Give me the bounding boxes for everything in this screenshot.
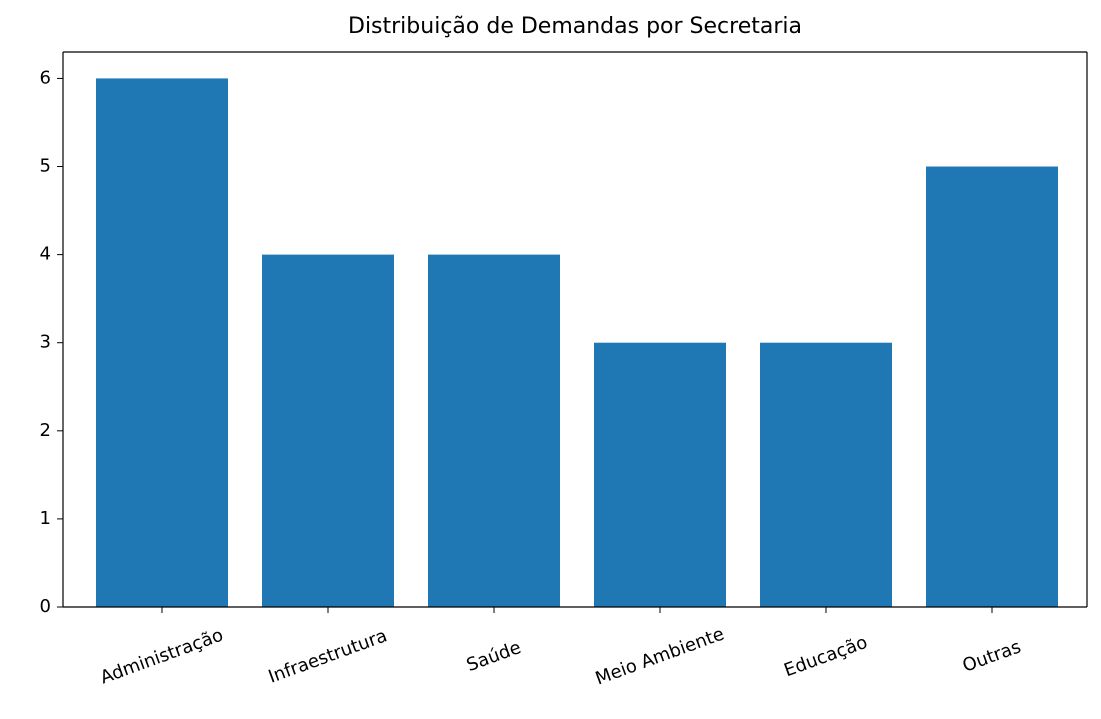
x-tick-label: Outras: [960, 636, 1024, 676]
bar: [428, 254, 560, 607]
y-tick-label: 6: [40, 67, 51, 88]
bar: [594, 342, 726, 607]
y-tick-label: 1: [40, 508, 51, 529]
x-tick-label: Administração: [98, 625, 227, 689]
x-tick-label: Educação: [781, 632, 870, 682]
x-tick-label: Saúde: [464, 637, 524, 676]
bar: [760, 342, 892, 607]
x-tick-label: Infraestrutura: [266, 625, 390, 687]
y-tick-label: 4: [40, 244, 51, 265]
x-tick-label: Meio Ambiente: [593, 624, 727, 690]
chart-title: Distribuição de Demandas por Secretaria: [348, 14, 802, 39]
y-tick-label: 3: [40, 332, 51, 353]
y-tick-label: 0: [40, 596, 51, 617]
y-tick-label: 2: [40, 420, 51, 441]
bar: [926, 166, 1058, 607]
y-tick-label: 5: [40, 156, 51, 177]
bar: [96, 78, 228, 607]
bar: [262, 254, 394, 607]
